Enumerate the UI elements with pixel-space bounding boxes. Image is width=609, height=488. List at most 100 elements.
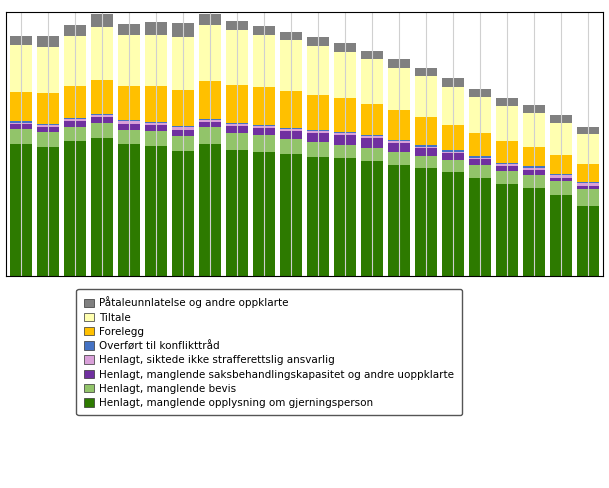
Bar [172,90,194,126]
Bar [10,45,32,92]
Bar [145,131,167,145]
Bar [64,119,86,122]
Bar [226,21,248,30]
Bar [10,122,32,124]
Bar [118,123,140,129]
Bar [280,91,302,128]
Bar [577,189,599,206]
Bar [37,37,58,47]
Bar [280,154,302,276]
Bar [334,145,356,159]
Bar [226,150,248,276]
Bar [118,129,140,144]
Bar [388,143,410,152]
Bar [388,152,410,165]
Bar [280,128,302,129]
Bar [172,23,194,37]
Bar [442,125,464,150]
Bar [172,37,194,90]
Bar [361,60,383,103]
Bar [442,152,464,153]
Bar [361,138,383,148]
Bar [415,168,437,276]
Bar [334,99,356,132]
Bar [226,124,248,126]
Bar [496,163,518,164]
Bar [469,165,491,178]
Bar [361,51,383,60]
Bar [334,52,356,99]
Bar [199,81,221,119]
Bar [280,129,302,131]
Bar [551,195,572,276]
Bar [145,22,167,35]
Bar [442,86,464,125]
Bar [145,145,167,276]
Bar [551,178,572,182]
Bar [388,140,410,142]
Bar [64,86,86,118]
Bar [551,116,572,122]
Bar [551,155,572,174]
Bar [145,125,167,131]
Bar [523,105,545,113]
Bar [10,124,32,129]
Bar [442,160,464,172]
Bar [577,134,599,163]
Bar [577,182,599,183]
Bar [91,14,113,27]
Bar [496,106,518,142]
Bar [226,30,248,85]
Bar [91,115,113,117]
Bar [469,89,491,97]
Bar [10,144,32,276]
Bar [307,133,329,142]
Bar [361,136,383,138]
Bar [91,117,113,123]
Bar [307,157,329,276]
Bar [37,132,58,146]
Bar [172,129,194,136]
Bar [199,14,221,25]
Bar [172,126,194,127]
Bar [91,80,113,114]
Bar [469,158,491,159]
Bar [496,166,518,171]
Bar [334,133,356,135]
Bar [172,136,194,151]
Bar [307,95,329,130]
Bar [361,148,383,161]
Bar [496,98,518,106]
Bar [469,133,491,156]
Bar [415,148,437,156]
Bar [145,122,167,123]
Bar [307,130,329,131]
Bar [37,47,58,93]
Bar [577,183,599,185]
Bar [253,125,275,126]
Bar [388,68,410,110]
Bar [253,87,275,125]
Bar [253,126,275,128]
Bar [64,37,86,86]
Bar [253,152,275,276]
Bar [280,131,302,139]
Bar [118,35,140,86]
Bar [64,118,86,119]
Bar [388,60,410,68]
Bar [442,172,464,276]
Bar [253,136,275,152]
Bar [118,24,140,35]
Bar [64,142,86,276]
Bar [415,146,437,148]
Bar [37,93,58,124]
Bar [253,35,275,87]
Bar [64,127,86,142]
Bar [307,46,329,95]
Bar [199,25,221,81]
Bar [469,159,491,165]
Bar [577,163,599,182]
Bar [577,185,599,189]
Bar [118,122,140,123]
Bar [469,178,491,276]
